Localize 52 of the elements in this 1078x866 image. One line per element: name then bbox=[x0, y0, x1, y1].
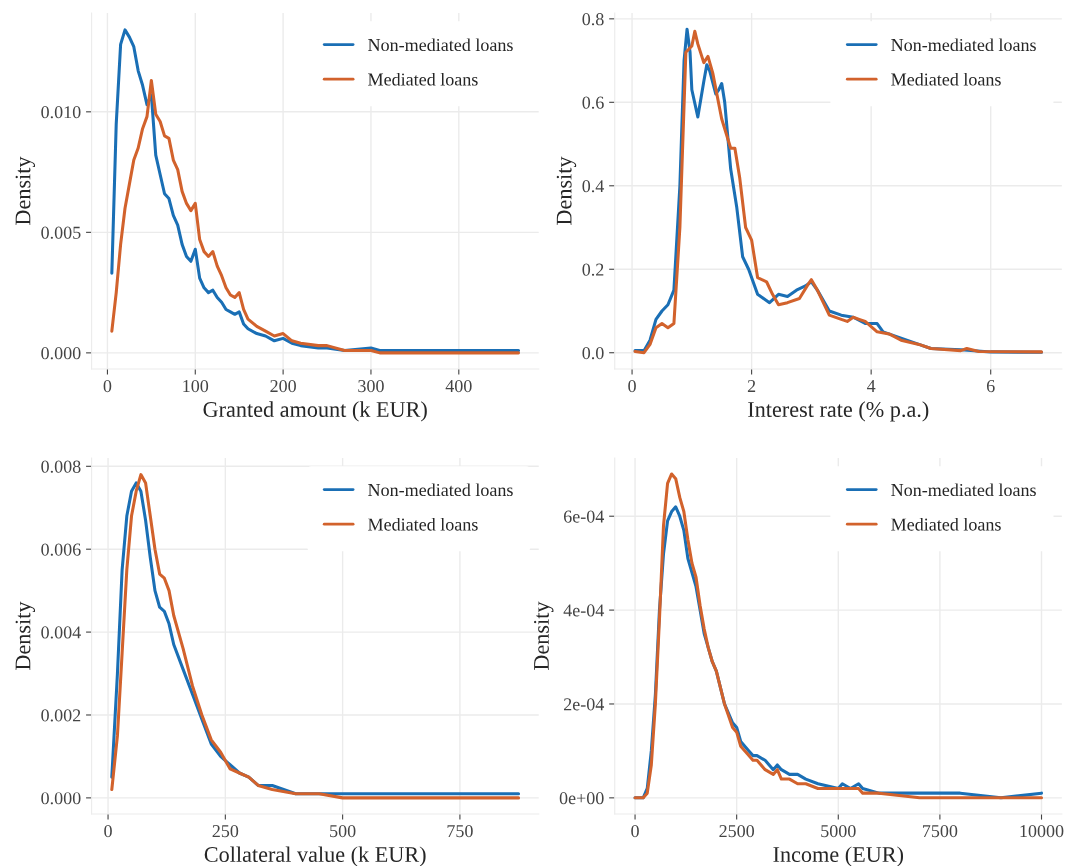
x-tick-label: 0 bbox=[103, 379, 112, 393]
y-tick-label: 0.000 bbox=[41, 792, 81, 805]
y-tick-label: 0.005 bbox=[41, 226, 81, 239]
x-tick-label: 4 bbox=[867, 380, 876, 392]
y-tick-label: 0.000 bbox=[41, 347, 81, 360]
y-tick-label: 0.002 bbox=[41, 709, 81, 722]
y-tick-label: 0.010 bbox=[41, 106, 81, 119]
x-tick-label: 6 bbox=[986, 380, 995, 393]
x-tick-label: 200 bbox=[270, 379, 296, 393]
y-tick-label: 0.0 bbox=[582, 346, 604, 360]
x-tick-label: 300 bbox=[358, 379, 384, 393]
x-tick-label: 100 bbox=[183, 379, 209, 393]
x-axis-title: Granted amount (k EUR) bbox=[203, 401, 427, 422]
x-tick-label: 400 bbox=[445, 379, 472, 393]
y-tick-label: 0.008 bbox=[41, 460, 81, 473]
legend-label: Non-mediated loans bbox=[891, 483, 1036, 497]
legend-label: Mediated loans bbox=[368, 517, 478, 531]
y-axis-title: Density bbox=[15, 601, 36, 670]
x-axis-title: Collateral value (k EUR) bbox=[204, 846, 426, 866]
legend-label: Non-mediated loans bbox=[891, 38, 1036, 52]
legend-label: Mediated loans bbox=[891, 72, 1001, 86]
legend-label: Non-mediated loans bbox=[368, 38, 513, 52]
x-tick-label: 0 bbox=[631, 824, 639, 838]
x-tick-label: 5000 bbox=[821, 824, 856, 838]
y-axis-title: Density bbox=[556, 156, 577, 225]
y-axis-title: Density bbox=[15, 156, 36, 225]
x-tick-label: 0 bbox=[104, 824, 112, 838]
legend-label: Non-mediated loans bbox=[368, 483, 513, 497]
y-axis-title: Density bbox=[533, 601, 554, 670]
legend-label: Mediated loans bbox=[891, 517, 1001, 531]
x-tick-label: 500 bbox=[330, 824, 356, 838]
y-tick-label: 0.4 bbox=[582, 180, 605, 193]
y-tick-label: 0e+00 bbox=[559, 792, 604, 805]
y-tick-label: 0.004 bbox=[41, 626, 81, 639]
x-tick-label: 0 bbox=[628, 379, 636, 393]
x-tick-label: 10000 bbox=[1020, 824, 1064, 838]
x-axis-title: Income (EUR) bbox=[773, 846, 904, 866]
x-tick-label: 2500 bbox=[719, 824, 755, 838]
legend-label: Mediated loans bbox=[368, 72, 478, 86]
x-tick-label: 250 bbox=[212, 824, 239, 838]
x-tick-label: 750 bbox=[447, 824, 473, 838]
y-tick-label: 0.6 bbox=[582, 96, 604, 109]
y-tick-label: 2e-04 bbox=[564, 698, 605, 711]
x-tick-label: 2 bbox=[747, 380, 756, 392]
x-axis-title: Interest rate (% p.a.) bbox=[748, 401, 929, 422]
y-tick-label: 0.2 bbox=[582, 263, 604, 276]
y-tick-label: 6e-04 bbox=[563, 510, 605, 523]
x-tick-label: 7500 bbox=[923, 824, 958, 838]
line-series bbox=[110, 28, 521, 352]
y-tick-label: 4e-04 bbox=[563, 604, 605, 617]
y-tick-label: 0.006 bbox=[41, 543, 81, 556]
y-tick-label: 0.8 bbox=[582, 13, 604, 26]
